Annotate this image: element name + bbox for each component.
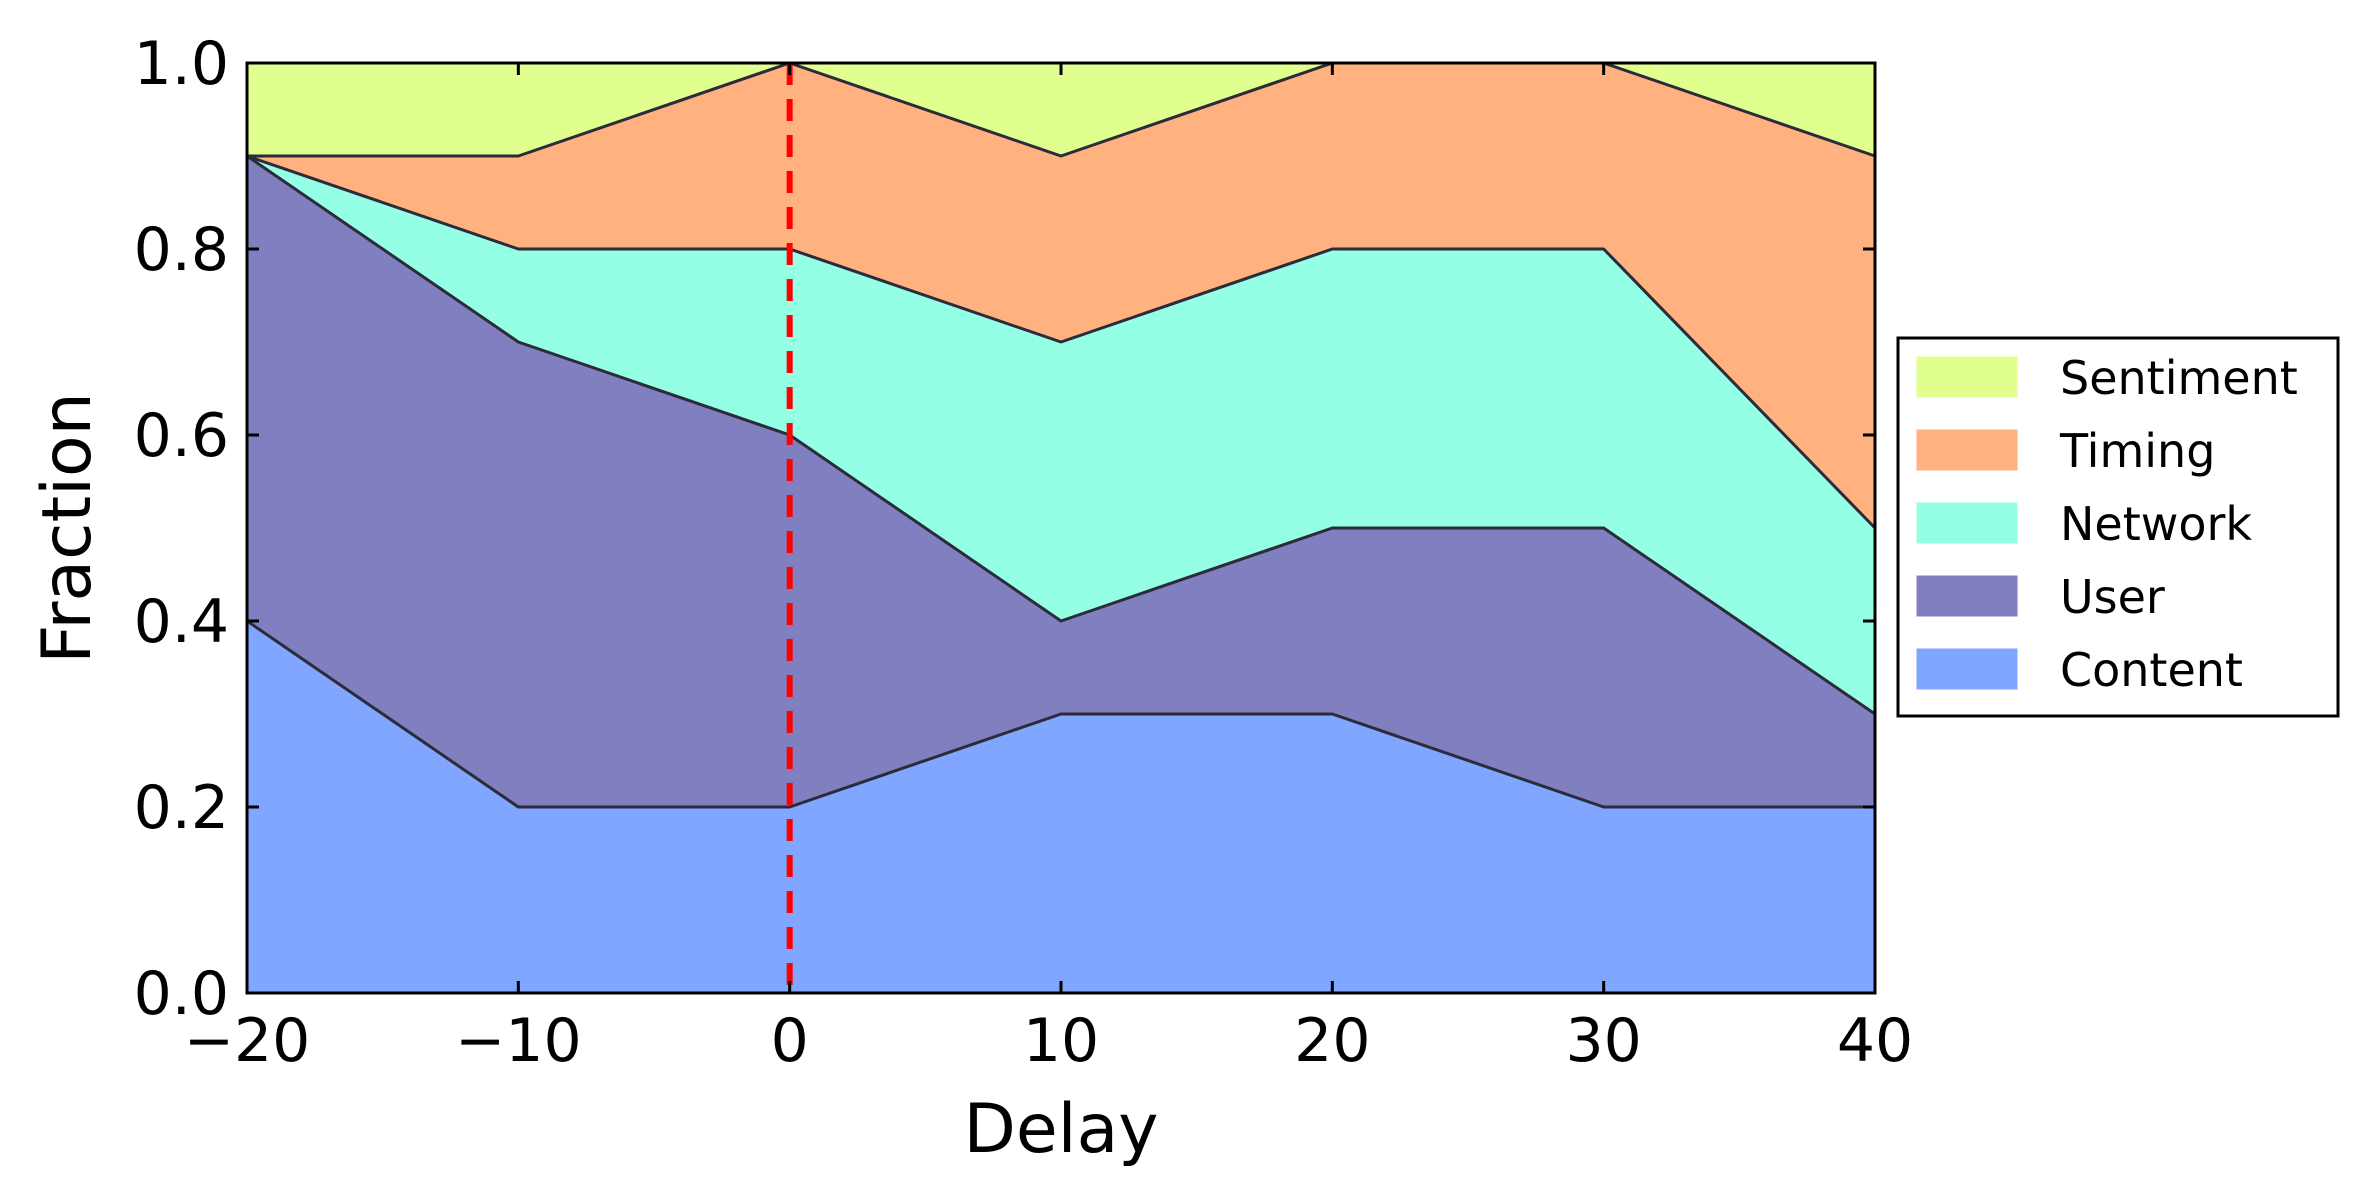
x-tick-label: 10 [1023, 1006, 1099, 1076]
y-tick-label: 1.0 [134, 29, 229, 99]
x-axis-title: Delay [963, 1090, 1158, 1169]
x-tick-label: 40 [1837, 1006, 1913, 1076]
x-tick-label: −20 [184, 1006, 311, 1076]
legend-swatch-sentiment [1916, 356, 2018, 398]
x-tick-label: 0 [771, 1006, 809, 1076]
legend-swatch-user [1916, 575, 2018, 617]
legend: Sentiment Timing Network User Content [1896, 336, 2340, 718]
y-tick-labels: 0.0 0.2 0.4 0.6 0.8 1.0 [134, 29, 229, 1029]
area-network [247, 156, 1875, 714]
boundary-line-content [246, 619, 1875, 809]
axis-ticks [245, 61, 1877, 995]
legend-label-user: User [2060, 570, 2165, 624]
area-series-group [247, 63, 1875, 993]
legend-label-sentiment: Sentiment [2060, 351, 2298, 405]
legend-swatch-content [1916, 648, 2018, 690]
area-timing [247, 63, 1875, 528]
legend-label-network: Network [2060, 497, 2252, 551]
x-tick-labels: −20 −10 0 10 20 30 40 [184, 1006, 1913, 1076]
boundary-line-network [246, 154, 1877, 530]
legend-swatch-timing [1916, 429, 2018, 471]
y-tick-label: 0.4 [134, 587, 229, 657]
area-sentiment [247, 63, 1875, 156]
legend-label-content: Content [2060, 643, 2243, 697]
y-tick-label: 0.6 [134, 401, 229, 471]
legend-label-timing: Timing [2059, 424, 2215, 478]
area-content [247, 621, 1875, 993]
boundary-line-user [246, 154, 1876, 716]
legend-swatch-network [1916, 502, 2018, 544]
y-tick-label: 0.2 [134, 773, 229, 843]
y-axis-title: Fraction [28, 392, 107, 663]
area-user [247, 156, 1875, 807]
x-tick-label: −10 [455, 1006, 582, 1076]
y-tick-label: 0.8 [134, 215, 229, 285]
y-tick-label: 0.0 [134, 959, 229, 1029]
x-tick-label: 30 [1565, 1006, 1641, 1076]
x-tick-label: 20 [1294, 1006, 1370, 1076]
